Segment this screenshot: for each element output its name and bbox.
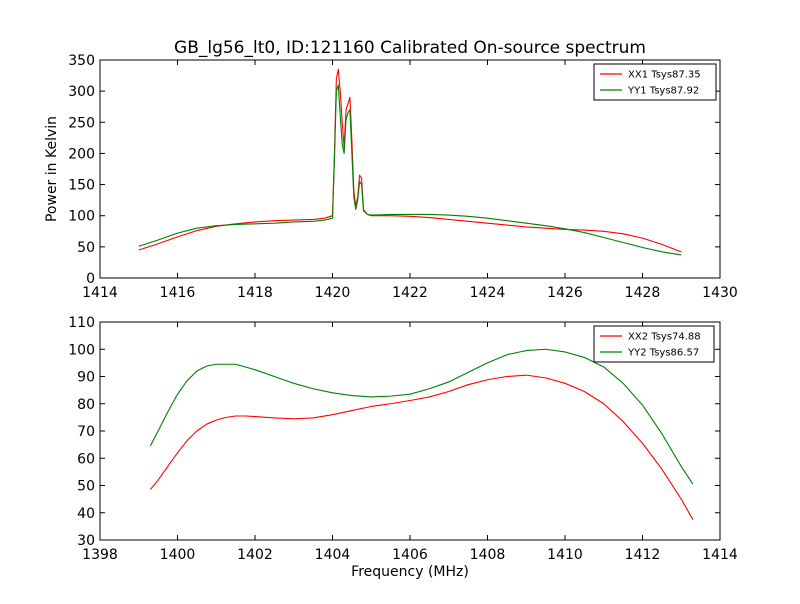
x-tick-label: 1422 bbox=[392, 285, 428, 301]
series-group bbox=[138, 68, 682, 256]
x-tick-label: 1412 bbox=[625, 547, 661, 563]
y-tick-label: 150 bbox=[68, 178, 95, 194]
x-tick-label: 1424 bbox=[470, 285, 506, 301]
y-tick-label: 200 bbox=[68, 146, 95, 162]
x-tick-label: 1416 bbox=[160, 285, 196, 301]
series-line-1 bbox=[138, 68, 682, 253]
x-axis-label: Frequency (MHz) bbox=[351, 564, 469, 580]
x-tick-label: 1414 bbox=[702, 547, 738, 563]
y-tick-label: 300 bbox=[68, 84, 95, 100]
legend-label-1: XX1 Tsys87.35 bbox=[628, 70, 701, 81]
y-tick-label: 250 bbox=[68, 115, 95, 131]
panel-1: 1414 1416 1418 1420 1422 1424 1426 1428 1430 0 50 1… bbox=[44, 53, 738, 301]
chart-title: GB_lg56_lt0, ID:121160 Calibrated On-sou… bbox=[174, 38, 646, 58]
y-tick-label: 0 bbox=[86, 271, 95, 287]
x-tick-label: 1402 bbox=[237, 547, 273, 563]
x-tick-label: 1426 bbox=[547, 285, 583, 301]
x-tick-label: 1410 bbox=[547, 547, 583, 563]
y-tick-label: 70 bbox=[77, 424, 95, 440]
legend-box bbox=[593, 63, 717, 101]
x-tick-label: 1408 bbox=[470, 547, 506, 563]
series-line-1 bbox=[149, 374, 694, 520]
y-tick-label: 350 bbox=[68, 53, 95, 69]
y-tick-label: 90 bbox=[77, 370, 95, 386]
y-tick-label: 60 bbox=[77, 451, 95, 467]
y-axis-label: Power in Kelvin bbox=[44, 116, 60, 222]
legend: XX1 Tsys87.35 YY1 Tsys87.92 bbox=[593, 63, 717, 101]
y-tick-label: 50 bbox=[77, 240, 95, 256]
panel-2: 1398 1400 1402 1404 1406 1408 1410 1412 1414 30 40… bbox=[68, 315, 738, 580]
x-tick-label: 1418 bbox=[237, 285, 273, 301]
y-tick-label: 40 bbox=[77, 506, 95, 522]
legend: XX2 Tsys74.88 YY2 Tsys86.57 bbox=[593, 325, 715, 363]
x-tick-label: 1430 bbox=[702, 285, 738, 301]
x-tick-label: 1404 bbox=[315, 547, 351, 563]
x-tick-label: 1398 bbox=[82, 547, 118, 563]
x-tick-label: 1414 bbox=[82, 285, 118, 301]
legend-label-1: XX2 Tsys74.88 bbox=[628, 332, 701, 343]
y-tick-label: 100 bbox=[68, 342, 95, 358]
y-tick-label: 80 bbox=[77, 397, 95, 413]
legend-box bbox=[593, 325, 715, 363]
series-line-2 bbox=[138, 84, 682, 256]
series-line-2 bbox=[149, 348, 694, 485]
y-tick-label: 30 bbox=[77, 533, 95, 549]
y-tick-label: 50 bbox=[77, 479, 95, 495]
x-tick-label: 1420 bbox=[315, 285, 351, 301]
series-group bbox=[149, 348, 694, 520]
y-tick-label: 110 bbox=[68, 315, 95, 331]
y-tick-label: 100 bbox=[68, 209, 95, 225]
x-tick-label: 1406 bbox=[392, 547, 428, 563]
legend-label-2: YY2 Tsys86.57 bbox=[627, 348, 699, 359]
x-tick-label: 1428 bbox=[625, 285, 661, 301]
x-tick-label: 1400 bbox=[160, 547, 196, 563]
legend-label-2: YY1 Tsys87.92 bbox=[627, 86, 699, 97]
